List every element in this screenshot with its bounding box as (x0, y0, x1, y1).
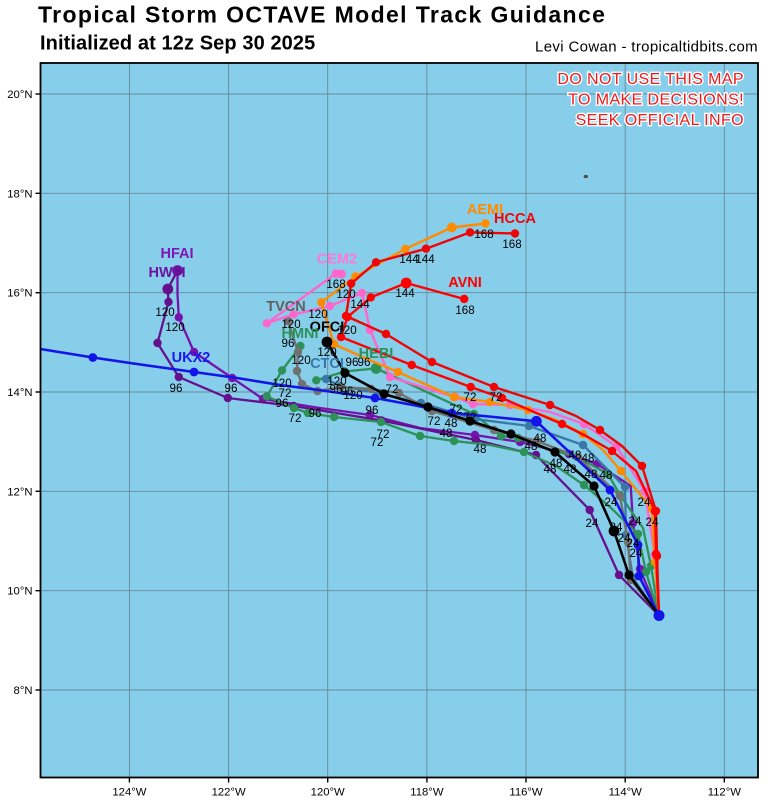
svg-text:AEMI: AEMI (467, 202, 503, 218)
svg-text:72: 72 (386, 383, 399, 396)
svg-text:96: 96 (170, 382, 183, 395)
svg-text:48: 48 (525, 440, 538, 453)
svg-text:120: 120 (327, 375, 346, 388)
svg-text:48: 48 (544, 463, 557, 476)
svg-text:HWFI: HWFI (148, 265, 185, 281)
svg-text:118°W: 118°W (410, 787, 444, 799)
svg-text:72: 72 (377, 428, 390, 441)
svg-text:96: 96 (309, 407, 322, 420)
svg-text:72: 72 (289, 412, 302, 425)
svg-text:120: 120 (165, 321, 184, 334)
svg-text:24: 24 (618, 532, 631, 545)
svg-text:168: 168 (455, 304, 474, 317)
svg-text:8°N: 8°N (14, 685, 33, 697)
svg-text:96: 96 (282, 337, 295, 350)
svg-text:48: 48 (440, 427, 453, 440)
svg-text:96: 96 (341, 385, 354, 398)
svg-text:HMNI: HMNI (281, 326, 318, 342)
svg-text:24: 24 (629, 515, 642, 528)
svg-text:120: 120 (337, 324, 356, 337)
svg-text:48: 48 (569, 449, 582, 462)
svg-text:144: 144 (399, 253, 419, 266)
svg-text:48: 48 (445, 417, 458, 430)
svg-text:24: 24 (627, 537, 640, 550)
svg-text:144: 144 (350, 298, 370, 311)
svg-text:168: 168 (502, 238, 521, 251)
svg-text:168: 168 (326, 278, 345, 291)
svg-text:OFCI: OFCI (310, 320, 345, 336)
svg-text:CEM2: CEM2 (317, 252, 357, 268)
svg-text:AVNI: AVNI (448, 275, 482, 291)
svg-text:96: 96 (276, 397, 289, 410)
svg-text:SEEK OFFICIAL INFO: SEEK OFFICIAL INFO (576, 112, 744, 129)
svg-text:TO MAKE DECISIONS!: TO MAKE DECISIONS! (568, 92, 744, 109)
svg-text:168: 168 (474, 228, 493, 241)
svg-text:48: 48 (534, 432, 547, 445)
svg-text:HCCA: HCCA (494, 211, 536, 227)
svg-text:72: 72 (428, 415, 441, 428)
svg-text:120: 120 (336, 288, 355, 301)
svg-text:96: 96 (225, 382, 238, 395)
svg-text:72: 72 (490, 391, 503, 404)
svg-text:16°N: 16°N (7, 288, 32, 300)
svg-text:120: 120 (281, 318, 300, 331)
svg-text:112°W: 112°W (708, 787, 742, 799)
svg-text:120: 120 (317, 346, 336, 359)
svg-text:CTCI: CTCI (310, 356, 344, 372)
svg-text:24: 24 (638, 496, 651, 509)
svg-text:96: 96 (366, 404, 379, 417)
svg-text:24: 24 (605, 496, 618, 509)
svg-text:96: 96 (330, 383, 343, 396)
svg-text:24: 24 (610, 521, 623, 534)
svg-text:72: 72 (464, 411, 477, 424)
svg-text:96: 96 (346, 356, 359, 369)
svg-text:48: 48 (585, 468, 598, 481)
svg-text:120: 120 (308, 308, 327, 321)
svg-text:48: 48 (564, 463, 577, 476)
svg-text:Initialized at 12z Sep 30 2025: Initialized at 12z Sep 30 2025 (40, 33, 315, 55)
svg-text:48: 48 (600, 469, 613, 482)
svg-text:48: 48 (474, 443, 487, 456)
svg-text:HFAI: HFAI (160, 246, 193, 262)
svg-text:Tropical Storm OCTAVE Model Tr: Tropical Storm OCTAVE Model Track Guidan… (38, 2, 606, 28)
svg-text:72: 72 (450, 403, 463, 416)
svg-text:48: 48 (550, 457, 563, 470)
svg-text:HEBI: HEBI (359, 346, 394, 362)
svg-text:24: 24 (586, 517, 599, 530)
svg-text:20°N: 20°N (7, 89, 32, 101)
svg-text:DO NOT USE THIS MAP: DO NOT USE THIS MAP (557, 71, 744, 88)
svg-text:144: 144 (415, 253, 435, 266)
svg-text:UKX2: UKX2 (172, 350, 211, 366)
svg-text:96: 96 (358, 356, 371, 369)
svg-text:14°N: 14°N (7, 387, 32, 399)
svg-text:72: 72 (464, 391, 477, 404)
svg-text:Levi Cowan - tropicaltidbits.c: Levi Cowan - tropicaltidbits.com (535, 39, 758, 56)
svg-text:114°W: 114°W (609, 787, 643, 799)
svg-text:12°N: 12°N (7, 486, 32, 498)
svg-text:TVCN: TVCN (266, 299, 305, 315)
svg-text:124°W: 124°W (112, 787, 146, 799)
svg-text:120: 120 (343, 389, 362, 402)
svg-text:120: 120 (291, 354, 310, 367)
svg-text:48: 48 (582, 452, 595, 465)
svg-text:144: 144 (395, 287, 415, 300)
svg-text:24: 24 (630, 547, 643, 560)
svg-text:120: 120 (155, 306, 174, 319)
svg-text:122°W: 122°W (212, 787, 246, 799)
svg-text:24: 24 (646, 516, 659, 529)
svg-text:10°N: 10°N (7, 586, 32, 598)
svg-text:72: 72 (279, 387, 292, 400)
svg-text:120: 120 (272, 377, 291, 390)
svg-text:120°W: 120°W (311, 787, 345, 799)
svg-text:72: 72 (371, 436, 384, 449)
svg-text:116°W: 116°W (509, 787, 543, 799)
svg-text:18°N: 18°N (7, 188, 32, 200)
